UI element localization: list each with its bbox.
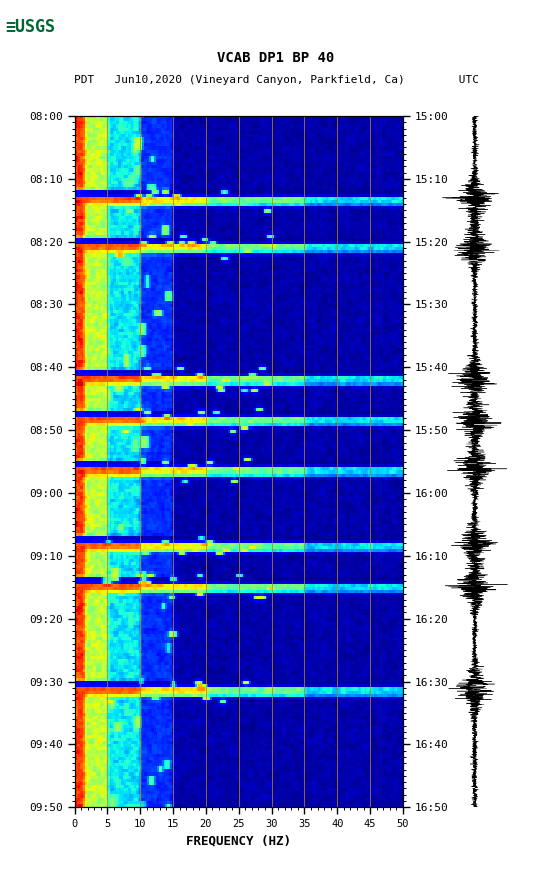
Text: ≡USGS: ≡USGS bbox=[6, 18, 56, 36]
Text: VCAB DP1 BP 40: VCAB DP1 BP 40 bbox=[217, 51, 335, 65]
X-axis label: FREQUENCY (HZ): FREQUENCY (HZ) bbox=[186, 835, 291, 847]
Text: PDT   Jun10,2020 (Vineyard Canyon, Parkfield, Ca)        UTC: PDT Jun10,2020 (Vineyard Canyon, Parkfie… bbox=[73, 75, 479, 86]
